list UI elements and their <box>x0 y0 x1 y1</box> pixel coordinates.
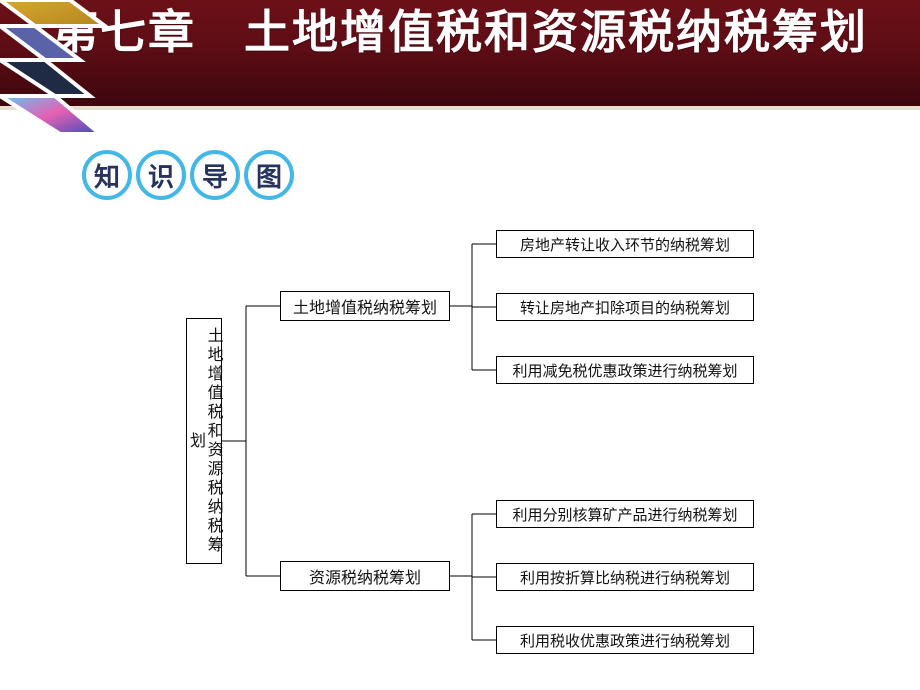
tree-branch-node: 资源税纳税筹划 <box>280 561 450 591</box>
badge-char: 识 <box>148 157 174 194</box>
tree-leaf-node: 转让房地产扣除项目的纳税筹划 <box>496 293 754 321</box>
tree-diagram: 土地增值税和资源税纳税筹划 土地增值税纳税筹划 资源税纳税筹划 房地产转让收入环… <box>180 218 800 668</box>
badge: 识 <box>136 150 186 200</box>
badge-char: 导 <box>202 157 228 194</box>
tree-root-node: 土地增值税和资源税纳税筹划 <box>186 318 222 564</box>
tree-leaf-node: 利用分别核算矿产品进行纳税筹划 <box>496 500 754 528</box>
badge: 导 <box>190 150 240 200</box>
tree-leaf-node: 利用减免税优惠政策进行纳税筹划 <box>496 356 754 384</box>
knowledge-map-badges: 知 识 导 图 <box>82 150 294 200</box>
badge: 图 <box>244 150 294 200</box>
badge-char: 图 <box>256 157 282 194</box>
tree-leaf-node: 利用按折算比纳税进行纳税筹划 <box>496 563 754 591</box>
tree-leaf-node: 房地产转让收入环节的纳税筹划 <box>496 230 754 258</box>
decorative-corner <box>0 0 150 150</box>
tree-branch-node: 土地增值税纳税筹划 <box>280 291 450 321</box>
tree-leaf-node: 利用税收优惠政策进行纳税筹划 <box>496 626 754 654</box>
badge-char: 知 <box>94 157 120 194</box>
badge: 知 <box>82 150 132 200</box>
